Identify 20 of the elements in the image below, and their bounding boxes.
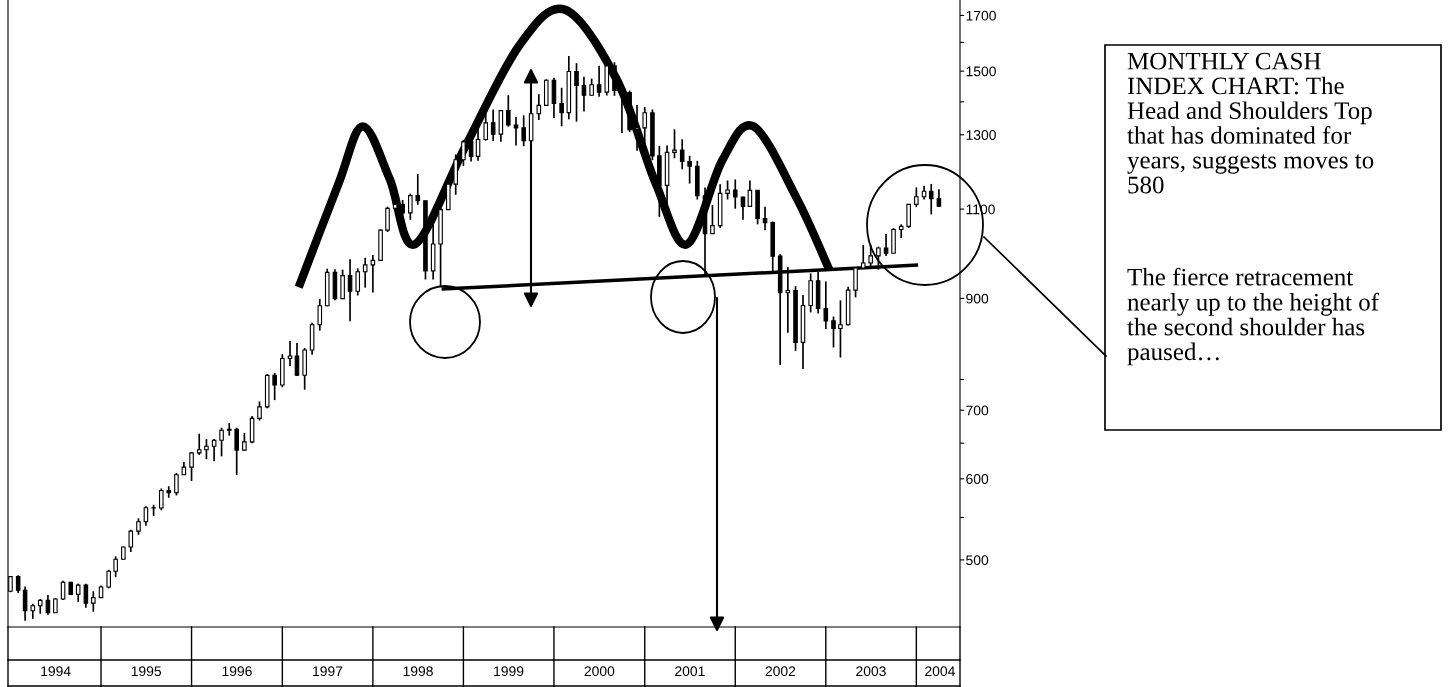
x-tick-label: 1994: [41, 666, 71, 677]
x-tick-label: 2003: [856, 666, 886, 677]
y-tick-label: 700: [966, 405, 989, 416]
y-tick-label: 1500: [966, 66, 996, 77]
y-tick-label: 900: [966, 293, 989, 304]
x-tick-label: 2004: [925, 666, 955, 677]
x-tick-label: 1998: [403, 666, 433, 677]
x-tick-label: 1997: [313, 666, 343, 677]
x-tick-label: 1995: [131, 666, 162, 677]
y-tick-label: 500: [966, 555, 989, 566]
x-tick-label: 2001: [675, 666, 705, 677]
x-tick-label: 2000: [584, 666, 615, 677]
x-tick-label: 2002: [765, 666, 796, 677]
x-tick-label: 1999: [494, 666, 524, 677]
text: The fierce retracement nearly up to the height of the second shoulder has paused…: [1127, 267, 1380, 366]
text: MONTHLY CASH INDEX CHART: The Head and Shoulders Top that has dominated for years, suggests moves to 580: [1127, 52, 1374, 194]
y-tick-label: 600: [966, 474, 989, 484]
x-tick-label: 1996: [222, 666, 252, 677]
y-tick-label: 1700: [966, 10, 996, 21]
y-tick-label: 1300: [966, 130, 996, 140]
